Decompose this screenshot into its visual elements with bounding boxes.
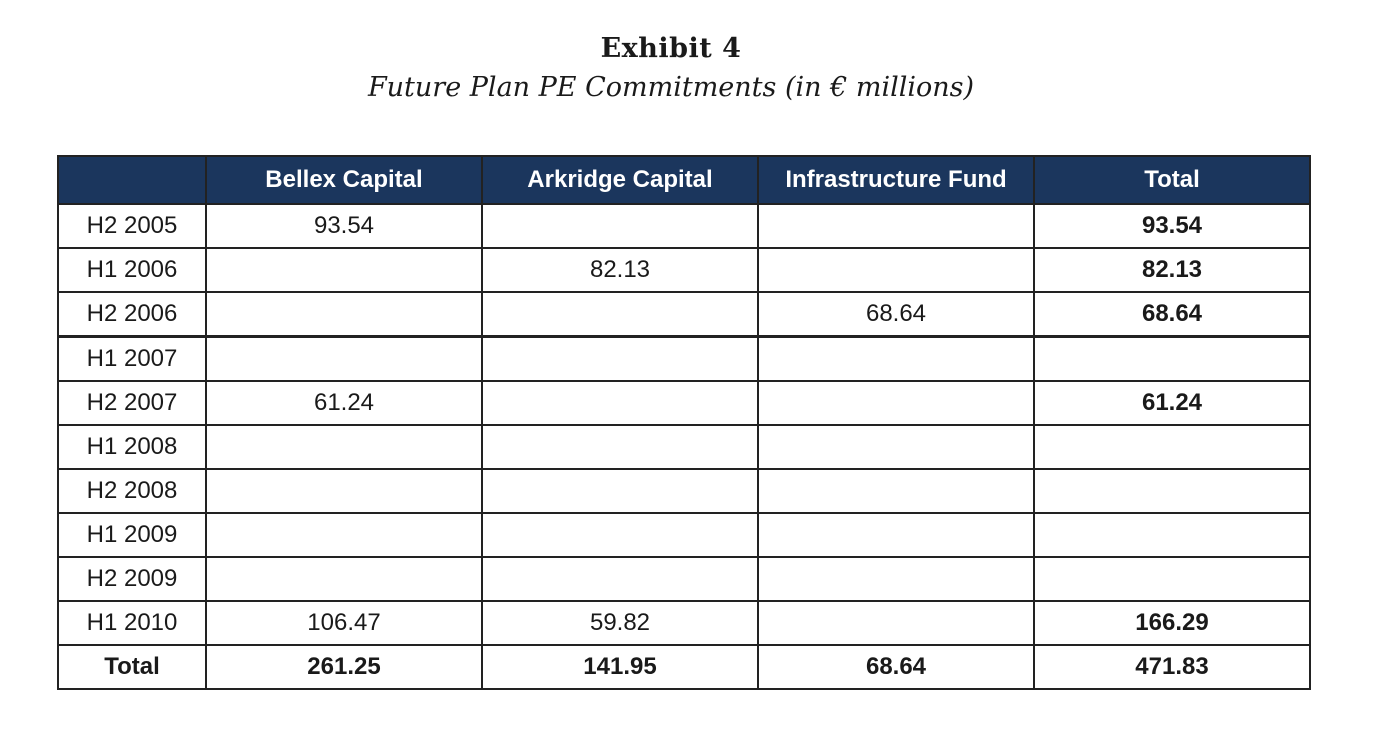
infrastructure-cell: [757, 247, 1035, 293]
period-cell: H2 2009: [57, 556, 207, 602]
infrastructure-cell: [757, 600, 1035, 646]
infrastructure-cell: [757, 556, 1035, 602]
bellex-cell: [205, 556, 483, 602]
row-total-cell: 61.24: [1033, 380, 1311, 426]
infrastructure-total: 68.64: [757, 644, 1035, 690]
exhibit-header: Exhibit 4 Future Plan PE Commitments (in…: [0, 28, 1342, 106]
arkridge-cell: [481, 291, 759, 338]
table-row: H2 2007 61.24 61.24: [57, 380, 1311, 426]
bellex-cell: [205, 512, 483, 558]
infrastructure-cell: [757, 424, 1035, 470]
arkridge-cell: 82.13: [481, 247, 759, 293]
arkridge-cell: [481, 424, 759, 470]
commitments-table: Bellex Capital Arkridge Capital Infrastr…: [57, 155, 1311, 690]
infrastructure-cell: [757, 512, 1035, 558]
table-row: H1 2007: [57, 335, 1311, 382]
row-total-cell: 166.29: [1033, 600, 1311, 646]
period-cell: H1 2006: [57, 247, 207, 293]
row-total-cell: [1033, 468, 1311, 514]
infrastructure-cell: [757, 335, 1035, 382]
bellex-cell: [205, 291, 483, 338]
table-row: H2 2009: [57, 556, 1311, 602]
infrastructure-cell: [757, 468, 1035, 514]
period-cell: H2 2006: [57, 291, 207, 338]
period-cell: H2 2007: [57, 380, 207, 426]
arkridge-cell: [481, 468, 759, 514]
grand-total: 471.83: [1033, 644, 1311, 690]
table-header-row: Bellex Capital Arkridge Capital Infrastr…: [57, 155, 1311, 205]
bellex-cell: 106.47: [205, 600, 483, 646]
header-arkridge-capital: Arkridge Capital: [481, 155, 759, 205]
arkridge-cell: [481, 335, 759, 382]
arkridge-cell: [481, 380, 759, 426]
row-total-cell: 93.54: [1033, 203, 1311, 249]
table-row: H2 2008: [57, 468, 1311, 514]
period-cell: H1 2007: [57, 335, 207, 382]
period-cell: H1 2010: [57, 600, 207, 646]
bellex-cell: [205, 424, 483, 470]
header-period: [57, 155, 207, 205]
grand-total-row: Total 261.25 141.95 68.64 471.83: [57, 644, 1311, 690]
row-total-cell: [1033, 424, 1311, 470]
table-row: H2 2006 68.64 68.64: [57, 291, 1311, 338]
arkridge-cell: [481, 556, 759, 602]
period-cell: H1 2008: [57, 424, 207, 470]
row-total-cell: [1033, 335, 1311, 382]
arkridge-cell: [481, 512, 759, 558]
arkridge-cell: 59.82: [481, 600, 759, 646]
header-bellex-capital: Bellex Capital: [205, 155, 483, 205]
bellex-total: 261.25: [205, 644, 483, 690]
table-row: H1 2008: [57, 424, 1311, 470]
table-row: H1 2010 106.47 59.82 166.29: [57, 600, 1311, 646]
infrastructure-cell: 68.64: [757, 291, 1035, 338]
table-row: H2 2005 93.54 93.54: [57, 203, 1311, 249]
header-infrastructure-fund: Infrastructure Fund: [757, 155, 1035, 205]
table-row: H1 2009: [57, 512, 1311, 558]
total-label: Total: [57, 644, 207, 690]
bellex-cell: [205, 335, 483, 382]
row-total-cell: 68.64: [1033, 291, 1311, 338]
period-cell: H2 2008: [57, 468, 207, 514]
exhibit-subtitle: Future Plan PE Commitments (in € million…: [367, 72, 975, 103]
bellex-cell: [205, 247, 483, 293]
bellex-cell: [205, 468, 483, 514]
period-cell: H2 2005: [57, 203, 207, 249]
bellex-cell: 93.54: [205, 203, 483, 249]
row-total-cell: [1033, 556, 1311, 602]
row-total-cell: 82.13: [1033, 247, 1311, 293]
infrastructure-cell: [757, 380, 1035, 426]
period-cell: H1 2009: [57, 512, 207, 558]
arkridge-total: 141.95: [481, 644, 759, 690]
header-total: Total: [1033, 155, 1311, 205]
row-total-cell: [1033, 512, 1311, 558]
bellex-cell: 61.24: [205, 380, 483, 426]
exhibit-title: Exhibit 4: [600, 33, 742, 64]
infrastructure-cell: [757, 203, 1035, 249]
arkridge-cell: [481, 203, 759, 249]
table-row: H1 2006 82.13 82.13: [57, 247, 1311, 293]
